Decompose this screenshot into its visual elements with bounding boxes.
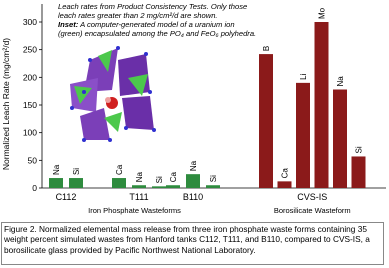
bar (186, 174, 200, 188)
bar (69, 178, 83, 188)
y-tick-label: 250 (23, 45, 37, 55)
inset-label: Inset: (58, 20, 79, 29)
y-tick-label: 150 (23, 100, 37, 110)
x-tick-label: T111 (129, 192, 148, 202)
bar-element-label: Na (336, 76, 345, 87)
bar (152, 186, 166, 188)
bar (132, 185, 146, 188)
bar (277, 181, 292, 188)
bar-element-label: Ca (281, 168, 290, 179)
bar-element-label: Li (299, 73, 308, 79)
bar-element-label: Si (155, 176, 164, 183)
x-tick-label: B110 (183, 192, 203, 202)
y-axis-label: Normalized Leach Rate (mg/cm²/d) (1, 38, 11, 170)
bar (351, 156, 366, 188)
bar-element-label: Si (72, 168, 81, 175)
bar (112, 178, 126, 188)
bar-element-label: Si (209, 175, 218, 182)
bar (206, 185, 220, 188)
note-box: Leach rates from Product Consistency Tes… (58, 2, 257, 38)
bar-element-label: Ca (115, 164, 124, 175)
x-tick-label: CVS-IS (297, 192, 327, 202)
bar-element-label: B (262, 46, 271, 51)
bar (166, 185, 180, 188)
chart: Normalized Leach Rate (mg/cm²/d) Leach r… (1, 2, 386, 215)
x-tick-label: C112 (56, 192, 77, 202)
bar (296, 82, 310, 188)
caption: Figure 2. Normalized elemental mass rele… (1, 222, 384, 265)
y-tick-label: 0 (32, 183, 37, 193)
y-tick-label: 50 (28, 155, 38, 165)
bar-element-label: Ca (169, 171, 178, 182)
inset-text: A computer-generated model of a uranium … (58, 20, 257, 38)
wasteform-label: Iron Phosphate Wasteforms (88, 206, 181, 215)
inset-image (70, 46, 156, 142)
bar-element-label: Na (189, 160, 198, 171)
bar (333, 89, 347, 188)
bar (49, 178, 63, 188)
y-tick-label: 300 (23, 17, 37, 27)
y-tick-label: 100 (23, 128, 37, 138)
bar (314, 22, 329, 188)
bar-element-label: Na (135, 171, 144, 182)
bar-element-label: Na (52, 164, 61, 175)
bar-element-label: Mo (318, 7, 327, 19)
bar-element-label: Si (355, 146, 364, 153)
bar (259, 54, 273, 188)
y-tick-label: 200 (23, 72, 37, 82)
wasteform-label: Borosilicate Wasteform (274, 206, 351, 215)
note: Leach rates from Product Consistency Tes… (58, 2, 248, 20)
